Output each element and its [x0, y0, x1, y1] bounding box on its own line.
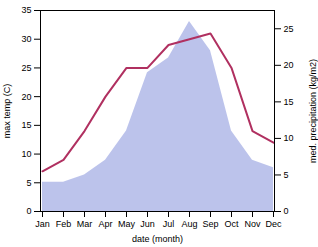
svg-text:10: 10	[21, 149, 31, 159]
svg-text:Jul: Jul	[163, 219, 175, 229]
svg-text:Nov: Nov	[244, 219, 261, 229]
svg-text:35: 35	[21, 5, 31, 15]
svg-text:20: 20	[21, 92, 31, 102]
svg-text:Sep: Sep	[202, 219, 218, 229]
svg-text:20: 20	[284, 60, 294, 70]
svg-text:5: 5	[26, 178, 31, 188]
svg-text:15: 15	[284, 97, 294, 107]
svg-text:25: 25	[284, 24, 294, 34]
svg-text:Apr: Apr	[98, 219, 112, 229]
svg-text:25: 25	[21, 63, 31, 73]
svg-text:May: May	[118, 219, 136, 229]
svg-text:Mar: Mar	[77, 219, 93, 229]
svg-text:Aug: Aug	[181, 219, 197, 229]
svg-text:Jan: Jan	[35, 219, 50, 229]
svg-text:30: 30	[21, 34, 31, 44]
svg-text:max temp (C): max temp (C)	[2, 84, 12, 139]
svg-text:Oct: Oct	[224, 219, 239, 229]
svg-text:date (month): date (month)	[132, 234, 183, 244]
svg-text:10: 10	[284, 133, 294, 143]
svg-text:Dec: Dec	[265, 219, 282, 229]
svg-text:Feb: Feb	[56, 219, 72, 229]
svg-text:0: 0	[284, 206, 289, 216]
svg-text:5: 5	[284, 170, 289, 180]
svg-text:med. precipitation (kg/m2): med. precipitation (kg/m2)	[308, 59, 318, 163]
svg-text:0: 0	[26, 206, 31, 216]
svg-text:15: 15	[21, 120, 31, 130]
svg-text:Jun: Jun	[140, 219, 155, 229]
